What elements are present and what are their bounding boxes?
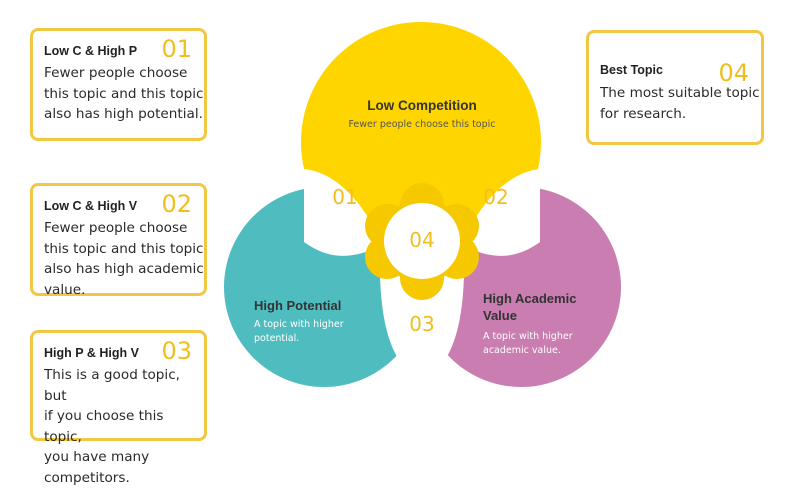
card-title: High P & High V — [44, 346, 139, 360]
top-circle-title: Low Competition — [367, 98, 476, 113]
card-line: this topic and this topic — [44, 239, 204, 260]
right-circle-title-1: High Academic — [483, 291, 576, 306]
card-line: This is a good topic, but — [44, 365, 204, 406]
card-body: The most suitable topic for research. — [600, 83, 760, 124]
overlap-02-label: 02 — [483, 185, 508, 209]
center-label: 04 — [409, 228, 434, 252]
card-high-p-high-v: High P & High V 03 This is a good topic,… — [30, 330, 207, 441]
card-line: this topic and this topic — [44, 84, 204, 105]
card-low-c-high-v: Low C & High V 02 Fewer people choose th… — [30, 183, 207, 296]
card-best-topic: Best Topic 04 The most suitable topic fo… — [586, 30, 764, 145]
left-circle-subtitle-1: A topic with higher — [254, 319, 344, 330]
left-circle-title: High Potential — [254, 298, 341, 313]
card-line: also has high academic — [44, 259, 204, 280]
right-circle-subtitle-2: academic value. — [483, 345, 561, 356]
right-circle-title-2: Value — [483, 308, 517, 323]
card-line: The most suitable topic — [600, 83, 760, 104]
card-number: 03 — [161, 337, 192, 365]
top-circle-subtitle: Fewer people choose this topic — [348, 119, 495, 130]
card-low-c-high-p: Low C & High P 01 Fewer people choose th… — [30, 28, 207, 141]
overlap-03-label: 03 — [409, 312, 434, 336]
card-body: Fewer people choose this topic and this … — [44, 63, 204, 125]
card-line: Fewer people choose — [44, 218, 204, 239]
card-title: Low C & High P — [44, 44, 137, 58]
left-circle-subtitle-2: potential. — [254, 333, 299, 344]
card-line: for research. — [600, 104, 760, 125]
card-number: 02 — [161, 190, 192, 218]
card-number: 01 — [161, 35, 192, 63]
overlap-01-label: 01 — [332, 185, 357, 209]
card-title: Best Topic — [600, 63, 663, 77]
card-body: This is a good topic, but if you choose … — [44, 365, 204, 488]
right-circle-subtitle-1: A topic with higher — [483, 331, 573, 342]
card-line: if you choose this topic, — [44, 406, 204, 447]
card-line: also has high potential. — [44, 104, 204, 125]
card-line: Fewer people choose — [44, 63, 204, 84]
card-body: Fewer people choose this topic and this … — [44, 218, 204, 300]
card-line: value. — [44, 280, 204, 301]
card-line: you have many — [44, 447, 204, 468]
card-title: Low C & High V — [44, 199, 137, 213]
